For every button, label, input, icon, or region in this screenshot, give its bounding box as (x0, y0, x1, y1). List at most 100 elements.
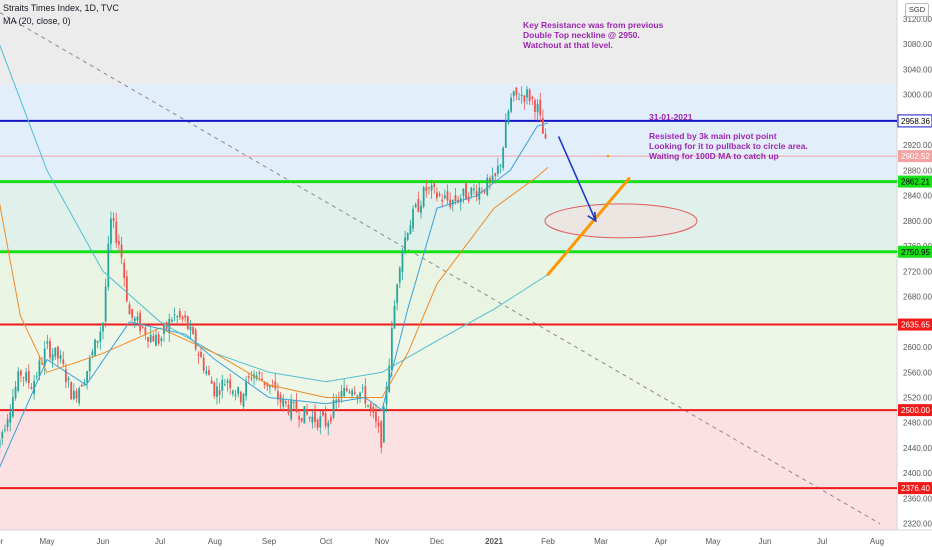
candle-body (425, 187, 428, 191)
candle-body (534, 100, 536, 113)
currency-badge[interactable]: SGD (905, 3, 929, 17)
candle-body (261, 378, 263, 381)
candle-body (422, 187, 425, 207)
annotation-pivot: Resisted by 3k main pivot point Looking … (649, 131, 808, 161)
resistance-zone (0, 84, 897, 182)
symbol-title[interactable]: Straits Times Index, 1D, TVC (3, 3, 119, 13)
y-tick-label: 2400.00 (903, 469, 932, 478)
candle-body (284, 401, 287, 404)
candle-body (536, 103, 539, 113)
x-tick-label: Jul (155, 537, 165, 546)
x-tick-label: Apr (655, 537, 668, 546)
candle-body (234, 394, 237, 396)
candle-body (528, 89, 531, 102)
candle-body (348, 391, 351, 393)
upper-grey-zone (0, 0, 897, 85)
candle-body (385, 387, 388, 405)
candle-body (62, 359, 65, 365)
candle-body (110, 218, 112, 244)
candle-body (120, 244, 123, 258)
candle-body (139, 312, 141, 332)
candle-body (375, 411, 377, 422)
candle-body (46, 341, 49, 344)
x-tick-label: Jul (817, 537, 827, 546)
candle-body (263, 381, 266, 386)
candle-body (322, 411, 324, 416)
candle-body (475, 191, 478, 197)
y-tick-label: 2800.00 (903, 217, 932, 226)
candle-body (30, 387, 33, 389)
level-price-label: 2862.21 (901, 178, 930, 187)
candle-body (383, 407, 385, 443)
price-marker-dot (606, 154, 610, 158)
candle-body (218, 390, 221, 395)
candle-body (0, 439, 1, 448)
candle-body (91, 351, 94, 356)
y-tick-label: 2440.00 (903, 444, 932, 453)
level-price-label: 2902.52 (901, 152, 930, 161)
candle-body (115, 221, 118, 243)
candle-body (282, 399, 285, 407)
candle-body (372, 406, 375, 413)
candle-body (449, 199, 452, 208)
candle-body (1, 432, 4, 439)
candle-body (523, 95, 526, 102)
candle-body (520, 94, 523, 97)
candle-body (324, 413, 327, 426)
candle-body (51, 354, 54, 361)
candle-body (171, 319, 173, 322)
candle-body (152, 335, 155, 342)
ma-mid-line (0, 166, 549, 398)
annotation-line: Double Top neckline @ 2950. (523, 30, 640, 40)
candle-body (128, 304, 131, 315)
x-tick-label: Aug (870, 537, 884, 546)
indicator-label[interactable]: MA (20, close, 0) (3, 16, 71, 26)
candle-body (160, 338, 163, 341)
candle-body (311, 416, 314, 423)
x-tick-label: Dec (430, 537, 444, 546)
candle-body (43, 348, 46, 367)
candle-body (208, 370, 210, 375)
candle-body (88, 357, 91, 372)
candle-body (327, 422, 330, 428)
level-price-tag (898, 175, 932, 188)
candle-body (542, 118, 544, 134)
candle-body (409, 225, 412, 235)
level-price-tag (898, 150, 932, 163)
candle-body (80, 384, 83, 387)
x-tick-label: Oct (320, 537, 333, 546)
candle-body (518, 98, 520, 100)
level-price-tag (898, 318, 932, 331)
support-zone-3 (0, 324, 897, 411)
candle-body (231, 390, 234, 394)
candle-body (457, 199, 459, 203)
candle-body (176, 316, 179, 318)
candle-body (290, 400, 293, 420)
level-price-tag (897, 114, 932, 128)
candle-body (359, 392, 361, 398)
candle-body (14, 386, 17, 399)
level-price-label: 2635.65 (901, 321, 930, 330)
candle-body (178, 310, 181, 318)
candle-body (192, 327, 194, 335)
candle-body (4, 429, 6, 431)
candle-body (67, 378, 70, 381)
y-tick-label: 2840.00 (903, 192, 932, 201)
candle-body (224, 384, 226, 386)
candle-body (465, 183, 467, 200)
pullback-arrow (557, 136, 597, 222)
candle-body (27, 371, 30, 384)
annotation-line: Key Resistance was from previous (523, 20, 664, 30)
candle-body (99, 331, 102, 342)
candle-body (388, 365, 391, 392)
y-tick-label: 3040.00 (903, 65, 932, 74)
candle-body (157, 334, 160, 344)
candle-body (86, 370, 88, 383)
candle-body (213, 382, 216, 397)
annotation-line: Resisted by 3k main pivot point (649, 131, 777, 141)
candle-body (200, 351, 202, 358)
y-tick-label: 3000.00 (903, 91, 932, 100)
candle-body (303, 406, 306, 424)
